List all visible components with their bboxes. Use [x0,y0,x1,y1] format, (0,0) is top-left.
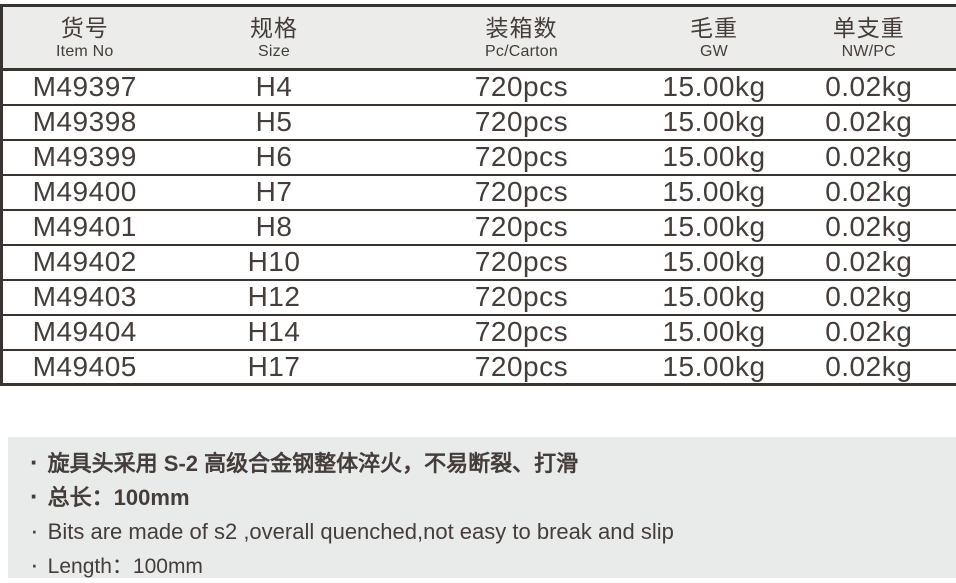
header-row: 货号 Item No 规格 Size 装箱数 Pc/Carton 毛重 GW 单… [2,6,956,70]
cell-item-no: M49399 [2,140,167,175]
cell-gw: 15.00kg [647,315,782,350]
cell-gw: 15.00kg [647,210,782,245]
cell-nw-pc: 0.02kg [782,175,956,210]
col-header-item-no-zh: 货号 [3,14,167,42]
cell-item-no: M49402 [2,245,167,280]
cell-item-no: M49403 [2,280,167,315]
table-row: M49405 H17 720pcs 15.00kg 0.02kg [2,350,956,385]
col-header-pc-carton-en: Pc/Carton [397,42,647,61]
spec-table-header: 货号 Item No 规格 Size 装箱数 Pc/Carton 毛重 GW 单… [2,6,956,70]
spec-table-body: M49397 H4 720pcs 15.00kg 0.02kg M49398 H… [2,70,956,385]
cell-nw-pc: 0.02kg [782,350,956,385]
cell-nw-pc: 0.02kg [782,140,956,175]
col-header-gw: 毛重 GW [647,6,782,70]
bullet-icon: · [30,514,39,547]
table-row: M49400 H7 720pcs 15.00kg 0.02kg [2,175,956,210]
col-header-size: 规格 Size [167,6,382,70]
cell-size: H8 [167,210,382,245]
cell-gw: 15.00kg [647,175,782,210]
table-row: M49398 H5 720pcs 15.00kg 0.02kg [2,105,956,140]
note-text: 旋具头采用 S-2 高级合金钢整体淬火，不易断裂、打滑 [48,447,578,480]
bullet-icon: · [30,548,39,581]
cell-gw: 15.00kg [647,140,782,175]
cell-item-no: M49398 [2,105,167,140]
cell-pc-carton: 720pcs [382,315,647,350]
cell-gw: 15.00kg [647,245,782,280]
cell-size: H5 [167,105,382,140]
col-header-nw-pc-zh: 单支重 [782,14,956,42]
cell-item-no: M49397 [2,70,167,105]
col-header-nw-pc-en: NW/PC [782,42,956,61]
table-row: M49401 H8 720pcs 15.00kg 0.02kg [2,210,956,245]
cell-item-no: M49404 [2,315,167,350]
note-line: · Bits are made of s2 ,overall quenched,… [30,514,956,548]
col-header-pc-carton-zh: 装箱数 [397,14,647,42]
cell-nw-pc: 0.02kg [782,105,956,140]
note-text: 总长：100mm [48,481,190,514]
col-header-item-no: 货号 Item No [2,6,167,70]
bullet-icon: · [30,446,39,479]
col-header-size-en: Size [167,42,382,61]
col-header-size-zh: 规格 [167,14,382,42]
cell-pc-carton: 720pcs [382,350,647,385]
cell-pc-carton: 720pcs [382,245,647,280]
cell-item-no: M49400 [2,175,167,210]
note-text: Length：100mm [48,550,203,583]
cell-size: H4 [167,70,382,105]
cell-size: H14 [167,315,382,350]
note-text: Bits are made of s2 ,overall quenched,no… [48,515,674,548]
cell-nw-pc: 0.02kg [782,245,956,280]
col-header-gw-en: GW [647,42,782,61]
product-spec-table: 货号 Item No 规格 Size 装箱数 Pc/Carton 毛重 GW 单… [0,4,956,386]
cell-nw-pc: 0.02kg [782,280,956,315]
cell-gw: 15.00kg [647,70,782,105]
col-header-pc-carton: 装箱数 Pc/Carton [382,6,647,70]
cell-nw-pc: 0.02kg [782,315,956,350]
note-line: · 旋具头采用 S-2 高级合金钢整体淬火，不易断裂、打滑 [30,446,956,480]
product-notes-panel: · 旋具头采用 S-2 高级合金钢整体淬火，不易断裂、打滑 · 总长：100mm… [8,437,956,578]
cell-size: H10 [167,245,382,280]
cell-pc-carton: 720pcs [382,175,647,210]
table-row: M49404 H14 720pcs 15.00kg 0.02kg [2,315,956,350]
col-header-gw-zh: 毛重 [647,14,782,42]
cell-size: H12 [167,280,382,315]
cell-gw: 15.00kg [647,105,782,140]
cell-pc-carton: 720pcs [382,280,647,315]
cell-item-no: M49405 [2,350,167,385]
cell-pc-carton: 720pcs [382,70,647,105]
col-header-nw-pc: 单支重 NW/PC [782,6,956,70]
cell-size: H17 [167,350,382,385]
cell-pc-carton: 720pcs [382,140,647,175]
table-row: M49403 H12 720pcs 15.00kg 0.02kg [2,280,956,315]
col-header-item-no-en: Item No [3,42,167,61]
cell-size: H6 [167,140,382,175]
note-line: · 总长：100mm [30,480,956,514]
table-row: M49402 H10 720pcs 15.00kg 0.02kg [2,245,956,280]
cell-pc-carton: 720pcs [382,105,647,140]
table-row: M49399 H6 720pcs 15.00kg 0.02kg [2,140,956,175]
cell-nw-pc: 0.02kg [782,70,956,105]
cell-pc-carton: 720pcs [382,210,647,245]
table-row: M49397 H4 720pcs 15.00kg 0.02kg [2,70,956,105]
cell-item-no: M49401 [2,210,167,245]
bullet-icon: · [30,480,39,513]
cell-nw-pc: 0.02kg [782,210,956,245]
cell-gw: 15.00kg [647,280,782,315]
cell-size: H7 [167,175,382,210]
cell-gw: 15.00kg [647,350,782,385]
